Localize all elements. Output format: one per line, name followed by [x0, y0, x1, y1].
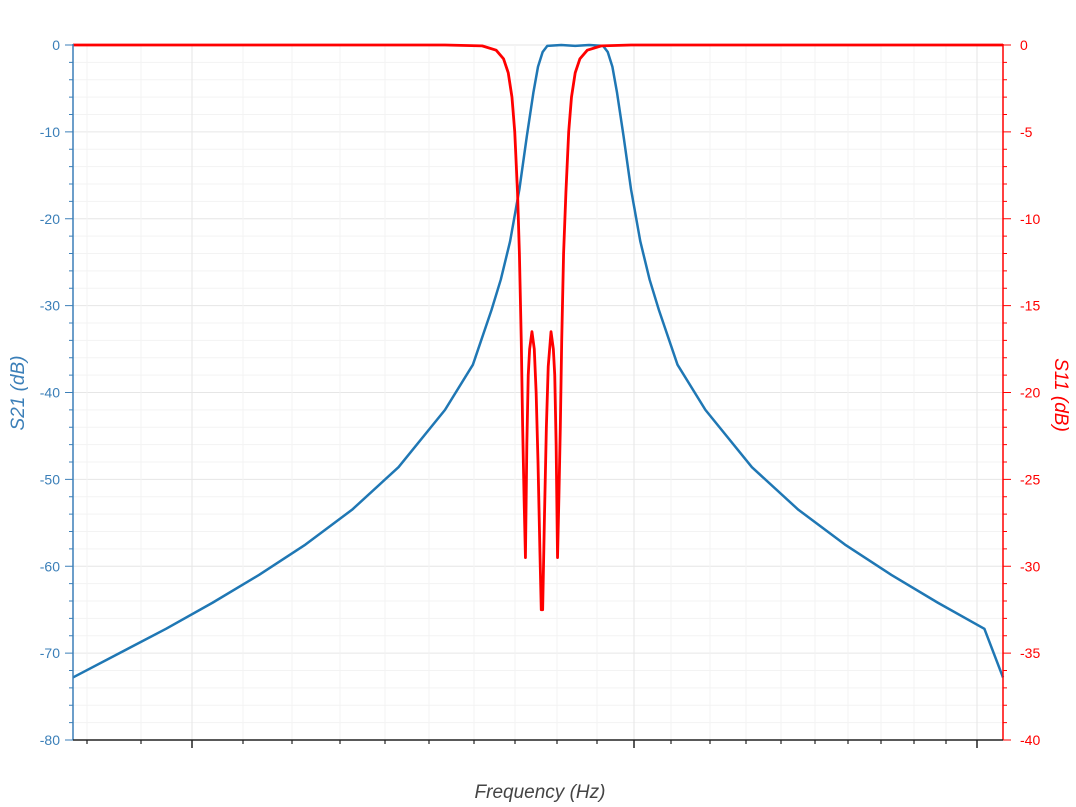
- s11-line: [73, 43, 1003, 612]
- y-right-tick-label: -25: [1020, 471, 1040, 487]
- y-left-tick-label: -50: [40, 471, 60, 487]
- s21-line: [72, 43, 1005, 679]
- y-right-tick-label: -20: [1020, 385, 1040, 401]
- y-right-tick-label: -5: [1020, 124, 1033, 140]
- series-layer: [72, 43, 1005, 679]
- grid: [73, 44, 1003, 741]
- y-left-axis-title: S21 (dB): [8, 356, 29, 431]
- y-left-tick-label: -40: [40, 385, 60, 401]
- y-left-tick-label: -20: [40, 211, 60, 227]
- axes: 0 -10 -20 -30 -40 -50 -60 -70 -80 0 -5 -10 -15 -20 -25…: [40, 37, 1040, 748]
- y-right-tick-label: 0: [1020, 37, 1028, 53]
- y-right-tick-label: -15: [1020, 298, 1040, 314]
- y-right-tick-label: -30: [1020, 558, 1040, 574]
- y-left-tick-label: -30: [40, 298, 60, 314]
- y-right-tick-label: -35: [1020, 645, 1040, 661]
- y-left-tick-label: -80: [40, 732, 60, 748]
- y-right-tick-label: -40: [1020, 732, 1040, 748]
- y-right-axis-title: S11 (dB): [1050, 358, 1071, 432]
- y-left-tick-label: -60: [40, 558, 60, 574]
- y-right-tick-label: -10: [1020, 211, 1040, 227]
- y-left-tick-label: -10: [40, 124, 60, 140]
- y-left-tick-label: 0: [52, 37, 60, 53]
- x-axis-title: Frequency (Hz): [475, 782, 606, 803]
- y-left-tick-label: -70: [40, 645, 60, 661]
